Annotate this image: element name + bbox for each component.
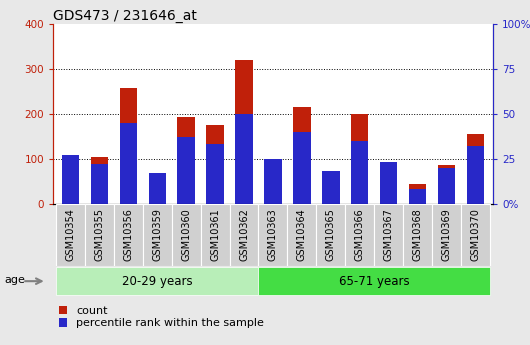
Text: GSM10354: GSM10354: [65, 208, 75, 261]
Bar: [206, 125, 224, 204]
FancyBboxPatch shape: [172, 204, 200, 266]
Text: GSM10363: GSM10363: [268, 208, 278, 261]
FancyBboxPatch shape: [374, 204, 403, 266]
Text: GSM10364: GSM10364: [297, 208, 307, 261]
Bar: [467, 146, 484, 204]
FancyBboxPatch shape: [432, 204, 461, 266]
Text: 20-29 years: 20-29 years: [122, 275, 192, 288]
Bar: [409, 189, 426, 204]
Bar: [351, 114, 368, 204]
Text: GSM10370: GSM10370: [471, 208, 481, 261]
Bar: [380, 162, 398, 204]
Bar: [206, 144, 224, 204]
Bar: [120, 123, 137, 204]
Text: GSM10359: GSM10359: [152, 208, 162, 261]
FancyBboxPatch shape: [56, 267, 259, 295]
Bar: [61, 157, 79, 204]
Bar: [120, 88, 137, 204]
FancyBboxPatch shape: [56, 204, 85, 266]
Text: GSM10360: GSM10360: [181, 208, 191, 261]
Legend: count, percentile rank within the sample: count, percentile rank within the sample: [58, 306, 264, 328]
Bar: [380, 162, 398, 204]
Bar: [91, 164, 108, 204]
Text: GSM10367: GSM10367: [384, 208, 394, 261]
Bar: [235, 114, 253, 204]
Text: age: age: [4, 275, 25, 285]
FancyBboxPatch shape: [143, 204, 172, 266]
FancyBboxPatch shape: [259, 267, 490, 295]
Bar: [322, 173, 340, 204]
Text: GSM10365: GSM10365: [326, 208, 336, 261]
Bar: [322, 171, 340, 204]
FancyBboxPatch shape: [85, 204, 114, 266]
Bar: [91, 157, 108, 204]
FancyBboxPatch shape: [229, 204, 259, 266]
Bar: [61, 155, 79, 204]
Bar: [148, 173, 166, 204]
FancyBboxPatch shape: [287, 204, 316, 266]
Bar: [293, 107, 311, 204]
Text: GSM10369: GSM10369: [441, 208, 452, 261]
FancyBboxPatch shape: [403, 204, 432, 266]
Bar: [148, 175, 166, 204]
Bar: [467, 134, 484, 204]
Text: GSM10356: GSM10356: [123, 208, 133, 261]
FancyBboxPatch shape: [346, 204, 374, 266]
Text: GSM10355: GSM10355: [94, 208, 104, 261]
Bar: [178, 137, 195, 204]
Bar: [264, 159, 281, 204]
FancyBboxPatch shape: [461, 204, 490, 266]
Bar: [264, 161, 281, 204]
Text: GSM10368: GSM10368: [413, 208, 422, 261]
Bar: [438, 168, 455, 204]
FancyBboxPatch shape: [316, 204, 346, 266]
FancyBboxPatch shape: [114, 204, 143, 266]
Bar: [351, 141, 368, 204]
Text: GSM10366: GSM10366: [355, 208, 365, 261]
FancyBboxPatch shape: [259, 204, 287, 266]
Text: 65-71 years: 65-71 years: [339, 275, 410, 288]
Text: GSM10361: GSM10361: [210, 208, 220, 261]
Bar: [178, 117, 195, 204]
Bar: [438, 166, 455, 204]
Bar: [293, 132, 311, 204]
Text: GSM10362: GSM10362: [239, 208, 249, 261]
Bar: [235, 60, 253, 204]
Bar: [409, 184, 426, 204]
FancyBboxPatch shape: [200, 204, 229, 266]
Text: GDS473 / 231646_at: GDS473 / 231646_at: [53, 9, 197, 23]
